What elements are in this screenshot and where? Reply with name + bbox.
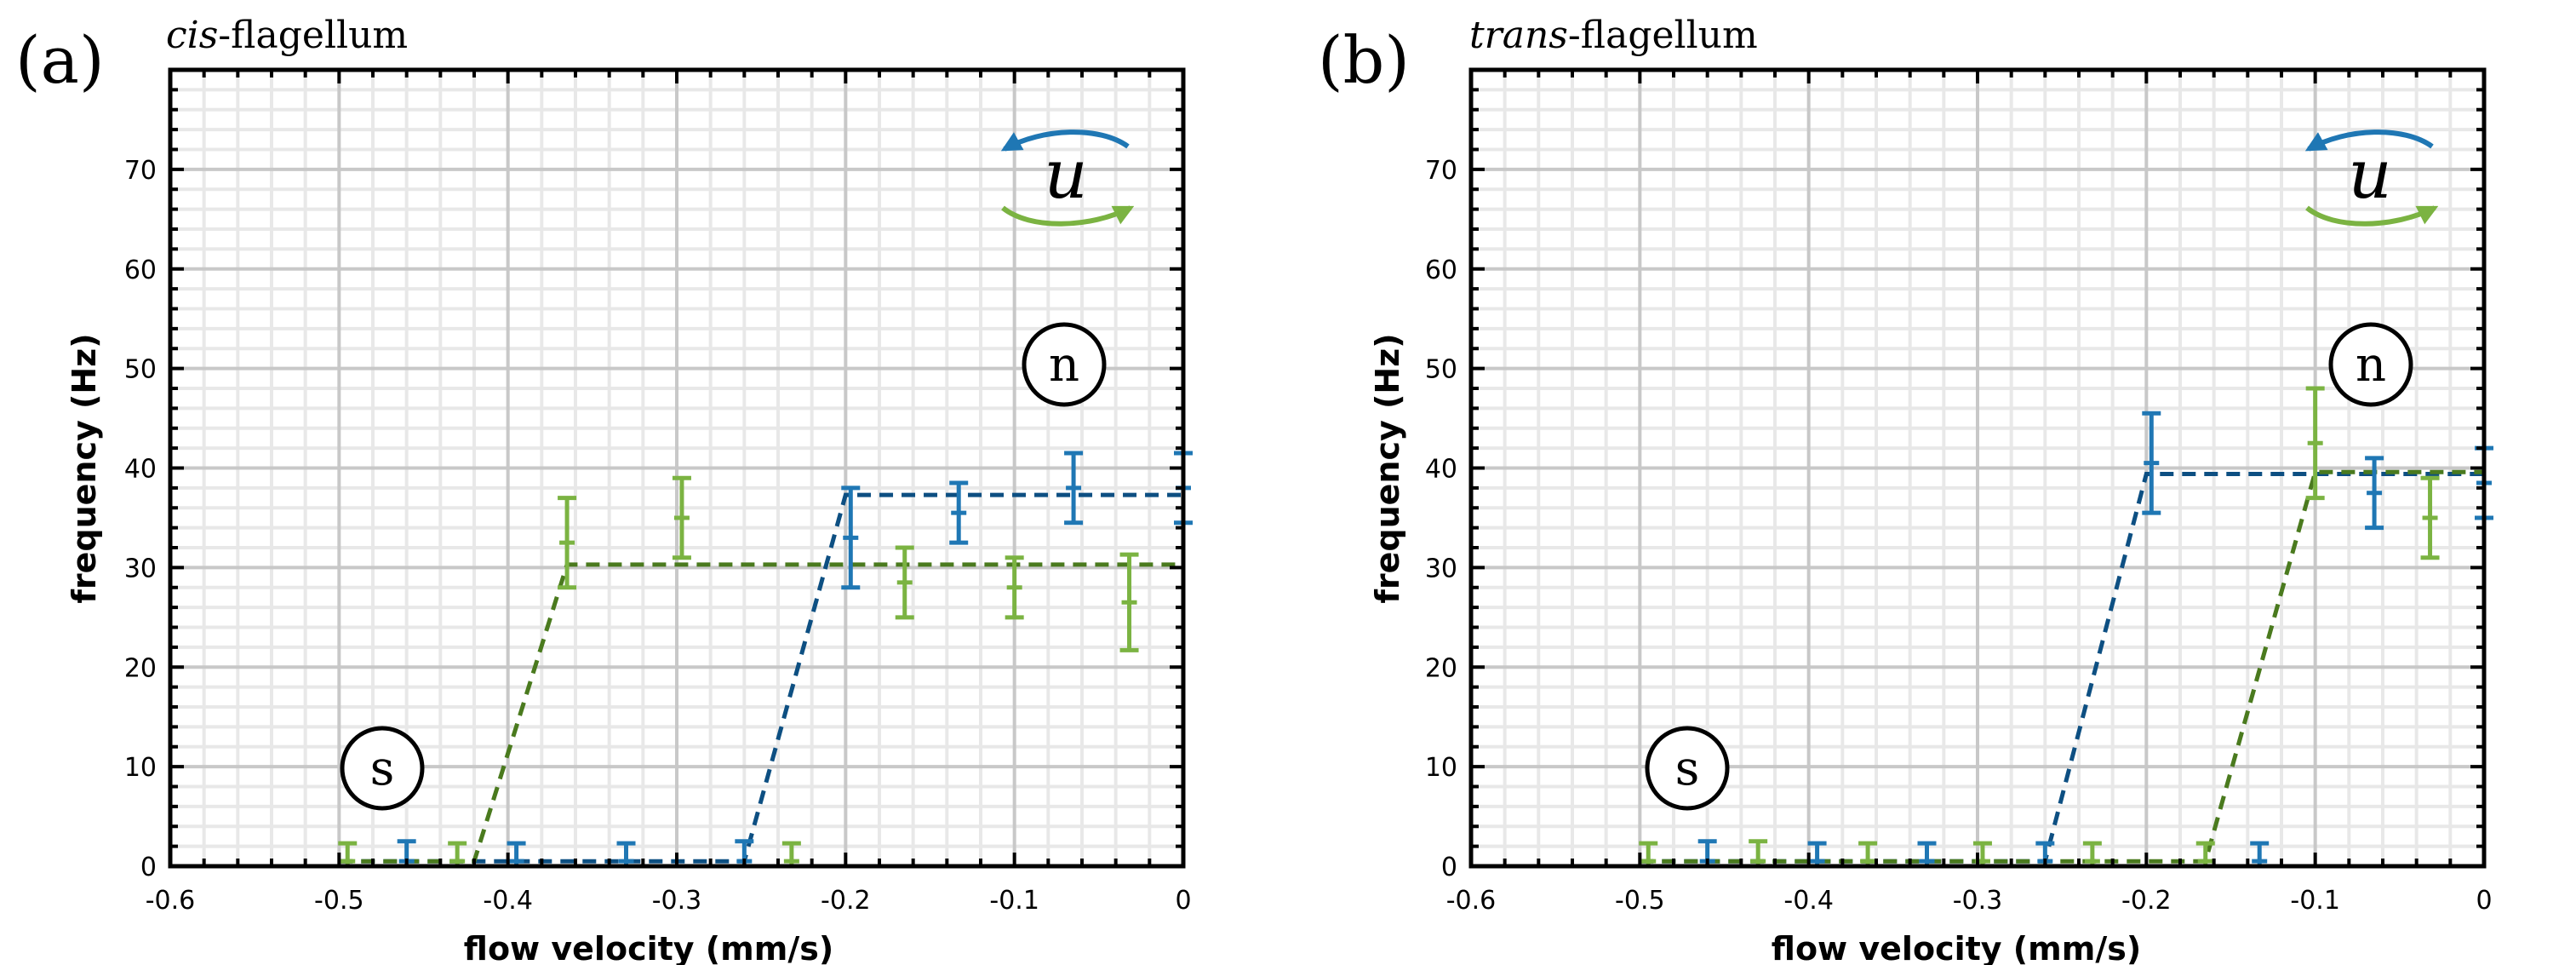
label-normal-text-a: n (1049, 337, 1079, 393)
y-tick-label: 70 (1425, 156, 1457, 186)
y-tick-label: 10 (124, 753, 157, 783)
panel-letter-b: (b) (1318, 22, 1410, 98)
data-point-green-7 (2420, 475, 2440, 560)
y-tick-label: 20 (124, 653, 157, 683)
data-point-blue-6 (2365, 456, 2384, 531)
x-axis-label-b: flow velocity (mm/s) (1772, 930, 2141, 965)
grid-b (1469, 70, 2486, 868)
panel-b: -0.6 -0.5 -0.4 -0.3 -0.2 -0.1 0 0 10 20 30 40 50 60 70… (1318, 14, 2493, 965)
x-axis-label-a: flow velocity (mm/s) (464, 930, 833, 965)
rotation-arrow-green-a (1001, 205, 1135, 227)
data-point-green-2 (558, 496, 577, 590)
label-normal-b: n (2328, 322, 2413, 407)
y-axis-label-b: frequency (Hz) (1369, 333, 1406, 603)
label-slow-a: s (340, 726, 425, 811)
x-tick-label: -0.5 (314, 886, 364, 916)
x-tick-label: -0.2 (821, 886, 871, 916)
y-tick-label: 30 (1425, 554, 1457, 583)
y-tick-label: 60 (1425, 256, 1457, 285)
data-point-green-6 (1005, 555, 1024, 620)
x-tick-label: -0.6 (146, 886, 196, 916)
y-tick-label: 10 (1425, 753, 1457, 783)
data-point-green-3 (672, 475, 691, 560)
x-tick-label: -0.1 (2290, 886, 2340, 916)
y-tick-label: 70 (124, 156, 157, 186)
x-tick-label: -0.3 (1953, 886, 2003, 916)
fit-line-green (339, 562, 1183, 864)
panel-letter-a: (a) (15, 22, 105, 98)
ticks-a: -0.6 -0.5 -0.4 -0.3 -0.2 -0.1 0 0 10 20 30 40 50 60 70 (124, 68, 1192, 916)
panel-title-b: trans-flagellum (1469, 14, 1758, 57)
y-tick-label: 50 (1425, 355, 1457, 385)
label-slow-text-a: s (370, 741, 395, 796)
data-point-blue-6 (1064, 451, 1084, 526)
error-bars-b (1639, 386, 2493, 869)
panel-a: -0.6 -0.5 -0.4 -0.3 -0.2 -0.1 0 0 10 20 30 40 50 60 70… (15, 14, 1193, 965)
y-axis-label-a: frequency (Hz) (66, 333, 103, 603)
data-point-blue-4 (2142, 411, 2161, 515)
data-point-blue-4 (841, 485, 861, 590)
error-bars-a (338, 451, 1193, 869)
x-tick-label: 0 (2476, 886, 2492, 916)
label-normal-a: n (1022, 322, 1107, 407)
x-tick-label: -0.1 (989, 886, 1039, 916)
data-point-green-6 (2305, 386, 2325, 501)
y-tick-label: 30 (124, 554, 157, 583)
y-tick-label: 60 (124, 256, 157, 285)
y-tick-label: 20 (1425, 653, 1457, 683)
panel-title-italic-a: cis (166, 14, 218, 57)
x-tick-label: -0.4 (1783, 886, 1834, 916)
y-tick-label: 40 (124, 455, 157, 485)
y-tick-label: 40 (1425, 455, 1457, 485)
y-tick-label: 50 (124, 355, 157, 385)
panel-title-rest-a: -flagellum (218, 14, 408, 57)
x-tick-label: -0.6 (1446, 886, 1497, 916)
rotation-arrow-green-b (2305, 205, 2439, 227)
panel-title-a: cis-flagellum (166, 14, 408, 57)
rotation-arrow-blue-b (2304, 129, 2434, 152)
x-tick-label: -0.4 (483, 886, 533, 916)
label-slow-b: s (1645, 726, 1730, 811)
y-tick-label: 0 (1441, 853, 1457, 882)
x-tick-label: -0.2 (2121, 886, 2172, 916)
x-tick-label: -0.5 (1615, 886, 1665, 916)
data-point-green-5 (895, 545, 914, 620)
panel-title-rest-b: -flagellum (1568, 14, 1758, 57)
label-normal-text-b: n (2356, 337, 2386, 393)
panel-title-italic-b: trans (1469, 14, 1568, 57)
y-tick-label: 0 (140, 853, 157, 882)
grid-a (169, 70, 1185, 868)
x-tick-label: -0.3 (652, 886, 702, 916)
ticks-b: -0.6 -0.5 -0.4 -0.3 -0.2 -0.1 0 0 10 20 30 40 50 60 70 (1425, 68, 2493, 916)
rotation-symbol-b: u (2304, 129, 2439, 227)
label-slow-text-b: s (1675, 741, 1700, 796)
x-tick-label: 0 (1175, 886, 1191, 916)
u-symbol-b: u (2348, 135, 2392, 214)
data-point-blue-5 (949, 480, 969, 545)
u-symbol-a: u (1044, 135, 1088, 214)
data-point-green-7 (1119, 552, 1139, 652)
rotation-arrow-blue-a (1000, 129, 1130, 152)
rotation-symbol-a: u (1000, 129, 1135, 227)
